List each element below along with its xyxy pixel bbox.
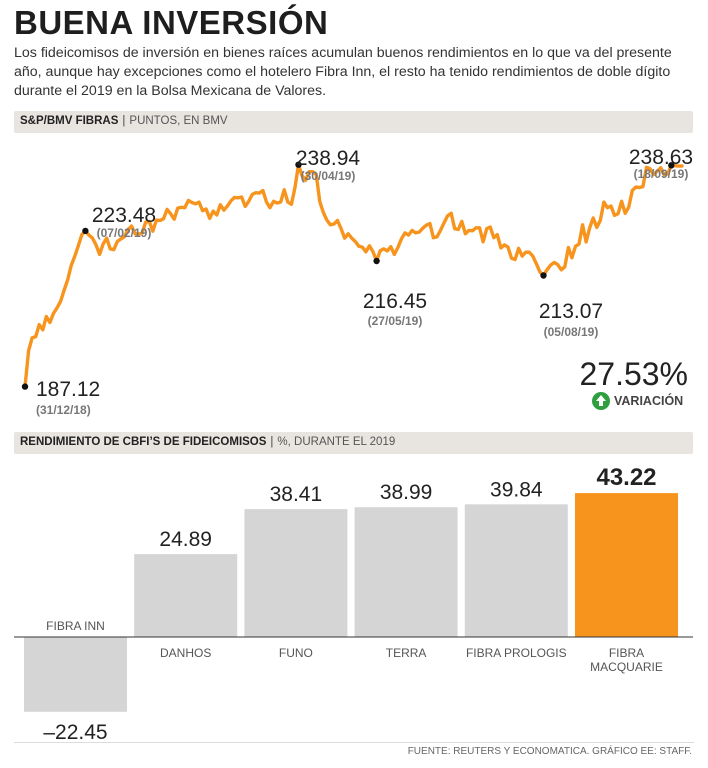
variation-value: 27.53% [579,356,688,392]
point-date-label: (27/05/19) [368,314,423,328]
bar-chart-header: RENDIMIENTO DE CBFI’S DE FIDEICOMISOS |%,… [14,432,693,454]
bar [24,637,127,712]
source-note: FUENTE: REUTERS Y ECONOMATICA. GRÁFICO E… [407,746,692,757]
point-value-label: 216.45 [363,290,427,313]
point-marker [668,162,675,169]
bar-value-label: 39.84 [490,478,543,501]
category-label: TERRA [386,646,427,660]
point-date-label: (31/12/18) [36,403,91,417]
line-chart-title: S&P/BMV FIBRAS [20,115,119,127]
bar [244,509,348,637]
series-line [23,163,684,389]
up-arrow-icon [592,392,610,410]
page-title: BUENA INVERSIÓN [14,4,329,41]
point-marker [21,383,29,390]
variation-box: 27.53% VARIACIÓN [579,356,688,410]
variation-label: VARIACIÓN [614,393,683,408]
line-chart: 187.12 (31/12/18) 223.48(07/02/19) 238.94(3… [21,146,693,417]
separator: | [122,115,126,127]
category-label: FIBRA INN [46,619,105,633]
separator: | [270,436,274,448]
bar-chart: –22.45 FIBRA INN 24.89 DANHOS 38.41 FUNO 38.99… [14,464,693,744]
category-label: DANHOS [160,646,211,660]
point-value-label: 238.63 [629,146,693,169]
category-label: FIBRA PROLOGIS [466,646,567,660]
bar [464,504,568,637]
bar-value-label: 38.99 [380,481,433,504]
point-date-label: (18/09/19) [634,167,689,181]
footer-divider [14,742,694,743]
line-chart-header: S&P/BMV FIBRAS | PUNTOS, EN BMV [14,111,693,133]
point-marker [295,161,302,168]
point-date-label: (30/04/19) [301,169,356,183]
bar-chart-title: RENDIMIENTO DE CBFI’S DE FIDEICOMISOS [20,436,267,448]
bar [354,507,458,637]
bar-value-label: 24.89 [159,528,212,551]
bar [134,554,238,637]
bar-value-label: 38.41 [270,483,323,506]
line-chart-unit: PUNTOS, EN BMV [129,115,228,127]
bar-value-label: 43.22 [596,464,656,491]
page-subtitle: Los fideicomisos de inversión en bienes … [14,45,672,99]
point-value-label: 213.07 [539,300,603,323]
point-marker [373,257,380,265]
category-label: MACQUARIE [590,660,663,674]
point-date-label: (05/08/19) [544,325,599,339]
point-marker [82,227,89,235]
category-label: FUNO [279,646,313,660]
bar-value-label: –22.45 [43,721,107,744]
bar [575,493,678,637]
point-value-label: 223.48 [92,204,156,227]
category-label: FIBRA [609,646,644,660]
point-date-label: (07/02/19) [97,226,152,240]
point-value-label: 238.94 [296,147,361,170]
point-value-label: 187.12 [36,378,100,401]
point-marker [540,272,547,279]
bar-chart-unit: %, DURANTE EL 2019 [277,436,396,448]
